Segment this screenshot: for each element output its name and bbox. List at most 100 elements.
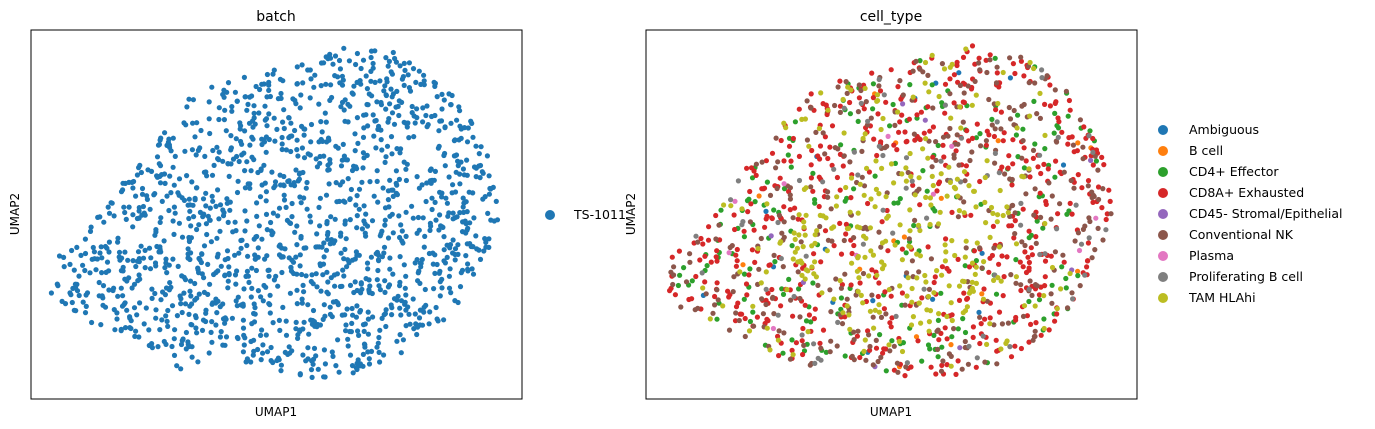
scatter-point (854, 333, 861, 339)
scatter-point (732, 198, 738, 204)
scatter-point (1005, 165, 1011, 171)
scatter-point (998, 126, 1004, 132)
scatter-point (909, 178, 915, 184)
scatter-point (763, 269, 769, 275)
scatter-point (1026, 267, 1032, 273)
scatter-point (1073, 202, 1079, 208)
scatter-point (363, 112, 369, 118)
scatter-point (317, 223, 323, 229)
scatter-point (299, 296, 305, 302)
scatter-point (98, 244, 104, 250)
scatter-point (99, 255, 105, 261)
scatter-point (293, 167, 299, 173)
scatter-point (789, 337, 795, 343)
scatter-point (812, 200, 818, 206)
scatter-point (890, 101, 896, 108)
scatter-point (327, 160, 333, 166)
scatter-point (1052, 87, 1058, 93)
scatter-point (178, 296, 184, 302)
scatter-point (348, 186, 354, 193)
scatter-point (398, 298, 405, 304)
scatter-point (886, 287, 892, 293)
scatter-point (404, 124, 410, 130)
scatter-point (258, 332, 264, 338)
scatter-point (148, 168, 155, 174)
scatter-point (364, 101, 370, 108)
scatter-point (1039, 67, 1045, 73)
scatter-point (972, 78, 978, 84)
scatter-point (1061, 169, 1067, 175)
scatter-point (207, 217, 213, 223)
scatter-point (203, 307, 209, 313)
scatter-point (1042, 220, 1048, 227)
scatter-point (271, 277, 277, 283)
scatter-point (1051, 130, 1057, 136)
scatter-point (900, 101, 906, 107)
scatter-point (712, 293, 718, 300)
scatter-point (947, 91, 953, 97)
scatter-point (397, 254, 403, 260)
scatter-point (343, 322, 349, 328)
scatter-point (797, 314, 803, 320)
scatter-point (867, 308, 874, 314)
scatter-point (787, 192, 793, 198)
scatter-point (745, 209, 751, 215)
scatter-point (360, 150, 366, 156)
scatter-point (210, 147, 216, 154)
scatter-point (182, 148, 188, 154)
scatter-point (978, 321, 984, 327)
scatter-point (855, 118, 861, 124)
scatter-point (401, 82, 407, 88)
scatter-point (204, 173, 210, 179)
scatter-point (998, 109, 1005, 115)
scatter-point (335, 337, 341, 343)
scatter-point (439, 91, 445, 97)
scatter-point (271, 115, 277, 121)
scatter-point (956, 283, 963, 289)
scatter-point (763, 158, 770, 164)
scatter-point (139, 191, 146, 197)
scatter-point (904, 270, 910, 276)
scatter-point (741, 296, 747, 302)
scatter-point (332, 283, 338, 289)
scatter-point (741, 271, 748, 277)
scatter-point (880, 350, 886, 356)
scatter-point (848, 282, 854, 288)
scatter-point (752, 199, 758, 205)
scatter-point (457, 108, 463, 114)
scatter-point (423, 112, 429, 119)
scatter-point (1007, 344, 1013, 350)
scatter-point (778, 303, 784, 309)
scatter-point (966, 138, 972, 144)
scatter-point (374, 99, 380, 105)
scatter-point (1037, 251, 1043, 258)
scatter-point (235, 178, 241, 184)
scatter-point (225, 219, 231, 225)
scatter-point (288, 120, 294, 126)
scatter-point (953, 148, 959, 154)
scatter-point (1026, 235, 1032, 241)
scatter-point (349, 167, 356, 174)
scatter-point (387, 255, 393, 261)
scatter-point (981, 286, 987, 292)
scatter-point (152, 232, 158, 238)
scatter-point (83, 303, 89, 309)
scatter-point (820, 179, 826, 185)
scatter-point (940, 134, 947, 140)
scatter-point (963, 245, 969, 251)
scatter-point (389, 94, 395, 100)
scatter-point (380, 185, 386, 191)
scatter-point (293, 319, 299, 325)
scatter-point (1002, 171, 1008, 177)
scatter-point (347, 196, 353, 203)
scatter-point (185, 246, 191, 252)
scatter-point (321, 153, 327, 159)
scatter-point (954, 132, 960, 138)
scatter-point (112, 327, 118, 333)
scatter-point (764, 213, 770, 219)
scatter-point (867, 225, 874, 231)
scatter-point (883, 238, 889, 244)
scatter-point (790, 135, 797, 142)
scatter-point (347, 328, 353, 335)
scatter-point (354, 303, 360, 309)
